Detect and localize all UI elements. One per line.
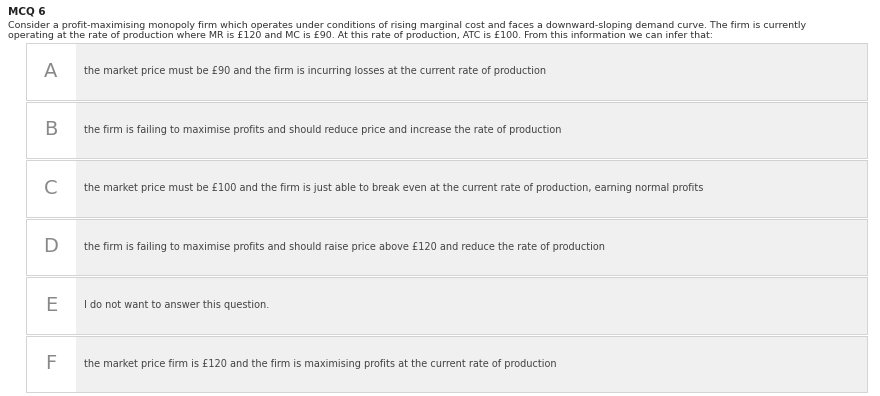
Text: C: C: [44, 179, 58, 198]
Bar: [26, 335, 867, 392]
Text: A: A: [44, 62, 58, 81]
Bar: [76, 43, 867, 99]
Bar: [26, 101, 867, 158]
Bar: [26, 43, 867, 99]
Text: operating at the rate of production where MR is £120 and MC is £90. At this rate: operating at the rate of production wher…: [8, 31, 713, 40]
Text: D: D: [44, 237, 58, 256]
Text: B: B: [44, 120, 58, 139]
Bar: [26, 160, 867, 217]
Bar: [26, 219, 867, 275]
Text: MCQ 6: MCQ 6: [8, 7, 46, 17]
Text: the firm is failing to maximise profits and should raise price above £120 and re: the firm is failing to maximise profits …: [84, 242, 605, 252]
Text: the market price firm is £120 and the firm is maximising profits at the current : the market price firm is £120 and the fi…: [84, 359, 557, 369]
Text: the firm is failing to maximise profits and should reduce price and increase the: the firm is failing to maximise profits …: [84, 125, 561, 135]
Text: the market price must be £90 and the firm is incurring losses at the current rat: the market price must be £90 and the fir…: [84, 66, 546, 76]
Text: the market price must be £100 and the firm is just able to break even at the cur: the market price must be £100 and the fi…: [84, 183, 703, 193]
Bar: [76, 219, 867, 275]
Bar: [26, 277, 867, 333]
Bar: [76, 335, 867, 392]
Text: F: F: [46, 354, 56, 373]
Text: I do not want to answer this question.: I do not want to answer this question.: [84, 300, 269, 310]
Text: Consider a profit-maximising monopoly firm which operates under conditions of ri: Consider a profit-maximising monopoly fi…: [8, 21, 806, 30]
Bar: [76, 277, 867, 333]
Text: E: E: [45, 296, 57, 315]
Bar: [76, 101, 867, 158]
Bar: [76, 160, 867, 217]
